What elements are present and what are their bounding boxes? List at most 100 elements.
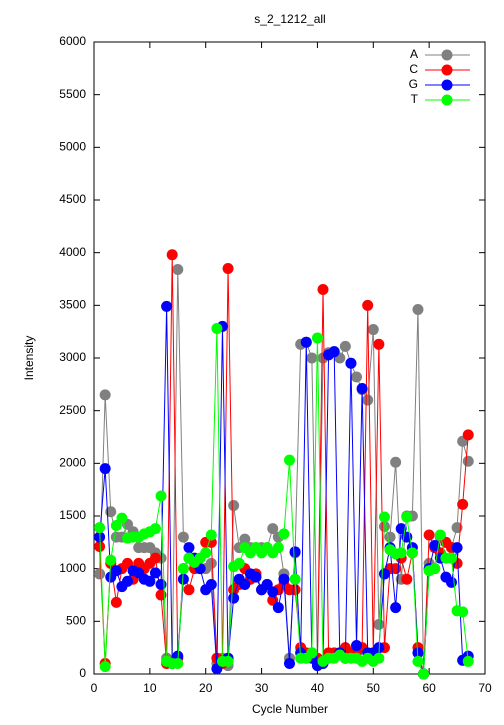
data-point	[328, 346, 340, 358]
data-point	[412, 304, 424, 316]
data-point	[351, 640, 363, 652]
y-tick-label: 5000	[59, 140, 86, 154]
legend-label: T	[411, 92, 419, 106]
data-point	[161, 300, 173, 312]
data-point	[149, 552, 161, 564]
data-point	[205, 578, 217, 590]
data-point	[155, 578, 167, 590]
data-point	[462, 455, 474, 467]
data-point	[183, 584, 195, 596]
data-point	[110, 596, 122, 608]
data-point	[105, 554, 117, 566]
data-point	[228, 592, 240, 604]
y-tick-label: 1500	[59, 508, 86, 522]
x-tick-label: 10	[143, 681, 157, 695]
data-point	[289, 573, 301, 585]
data-point	[94, 541, 106, 553]
y-tick-label: 0	[79, 666, 86, 680]
data-point	[300, 336, 312, 348]
data-point	[228, 499, 240, 511]
data-point	[423, 529, 435, 541]
data-point	[284, 657, 295, 669]
data-point	[272, 542, 284, 554]
data-point	[373, 618, 385, 630]
legend-marker	[441, 94, 453, 106]
y-tick-label: 6000	[59, 34, 86, 48]
x-tick-label: 60	[422, 681, 436, 695]
data-point	[222, 655, 234, 667]
legend-marker	[441, 79, 453, 91]
x-tick-label: 30	[255, 681, 269, 695]
data-point	[401, 511, 413, 523]
data-point	[373, 338, 385, 350]
data-point	[429, 539, 441, 551]
data-point	[149, 523, 161, 535]
data-point	[155, 589, 167, 601]
data-point	[205, 557, 217, 569]
data-point	[94, 568, 106, 580]
data-point	[351, 371, 363, 383]
data-point	[94, 522, 106, 534]
data-point	[172, 657, 184, 669]
data-point	[116, 512, 128, 524]
data-point	[434, 529, 446, 541]
x-axis-label: Cycle Number	[252, 702, 328, 716]
data-point	[418, 668, 430, 680]
y-tick-label: 500	[66, 614, 86, 628]
legend-marker	[441, 64, 453, 76]
data-point	[445, 576, 457, 588]
data-point	[317, 284, 329, 296]
legend-marker	[441, 49, 453, 61]
y-tick-label: 5500	[59, 87, 86, 101]
data-point	[462, 429, 474, 441]
data-point	[177, 563, 189, 575]
x-tick-label: 40	[311, 681, 325, 695]
y-tick-label: 3000	[59, 350, 86, 364]
data-point	[278, 573, 290, 585]
data-point	[278, 528, 290, 540]
data-point	[172, 264, 184, 276]
data-point	[239, 578, 251, 590]
x-tick-label: 70	[478, 681, 492, 695]
data-point	[451, 542, 463, 554]
data-point	[367, 324, 379, 336]
data-point	[339, 340, 351, 352]
data-point	[177, 573, 189, 585]
data-point	[406, 547, 418, 559]
data-point	[149, 567, 161, 579]
data-point	[401, 573, 413, 585]
data-point	[122, 575, 134, 587]
x-tick-label: 0	[91, 681, 98, 695]
data-point	[272, 602, 284, 614]
data-point	[306, 647, 318, 659]
data-point	[390, 456, 402, 468]
x-tick-label: 20	[199, 681, 213, 695]
data-point	[362, 394, 374, 406]
data-point	[395, 547, 407, 559]
data-point	[373, 652, 385, 664]
y-tick-label: 4000	[59, 245, 86, 259]
data-point	[311, 332, 323, 344]
data-point	[166, 249, 178, 261]
data-point	[412, 655, 424, 667]
data-point	[267, 523, 279, 535]
data-point	[200, 547, 212, 559]
data-point	[462, 655, 474, 667]
y-tick-label: 1000	[59, 561, 86, 575]
data-point	[284, 454, 295, 466]
data-point	[289, 546, 301, 558]
data-point	[144, 575, 156, 587]
data-point	[177, 531, 189, 543]
data-point	[233, 557, 245, 569]
data-point	[356, 383, 368, 395]
chart-title: s_2_1212_all	[254, 12, 325, 26]
data-point	[155, 490, 167, 502]
y-tick-label: 4500	[59, 192, 86, 206]
data-point	[289, 584, 301, 596]
y-tick-label: 2000	[59, 456, 86, 470]
y-axis-label: Intensity	[22, 336, 36, 381]
data-point	[390, 602, 402, 614]
data-point	[384, 531, 396, 543]
data-point	[99, 661, 111, 673]
